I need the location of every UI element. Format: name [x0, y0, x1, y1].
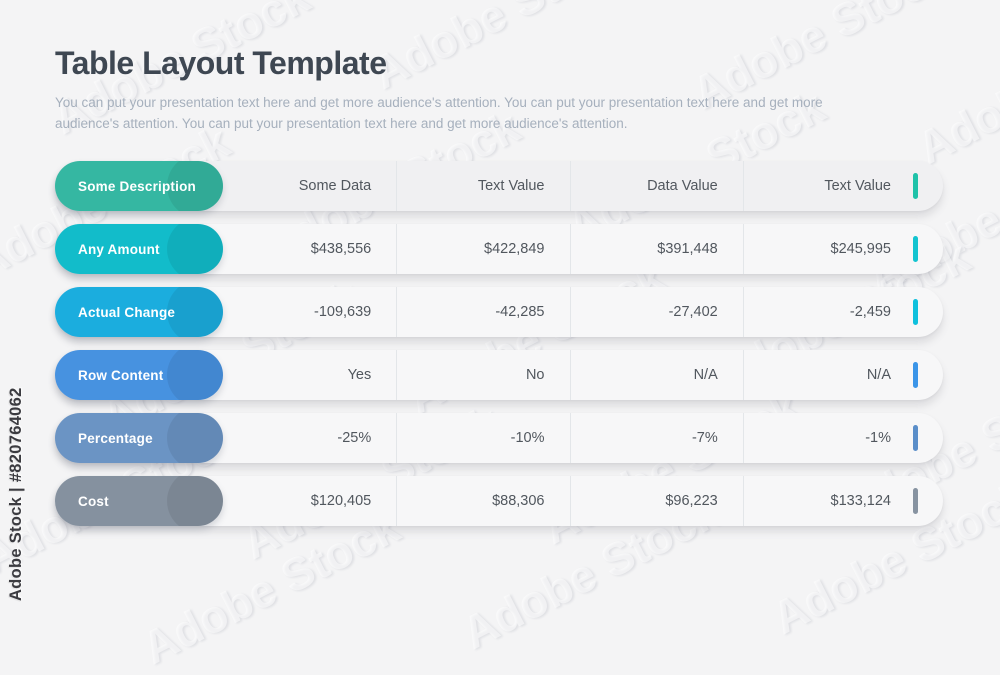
table-cell: -1%	[742, 413, 916, 463]
row-accent-bar	[913, 173, 918, 199]
table-cell: N/A	[742, 350, 916, 400]
table-cell: -27,402	[569, 287, 743, 337]
row-cells: -109,639 -42,285 -27,402 -2,459	[224, 287, 916, 337]
column-header: Text Value	[396, 161, 569, 211]
table-cell: -2,459	[742, 287, 916, 337]
table-cell: -109,639	[314, 304, 372, 320]
row-accent-bar	[913, 299, 918, 325]
row-label: Some Description	[78, 178, 196, 194]
row-accent-bar	[913, 236, 918, 262]
page-title: Table Layout Template	[55, 45, 387, 82]
table-cell: $438,556	[310, 241, 372, 257]
column-header: Text Value	[742, 161, 916, 211]
row-cells: Yes No N/A N/A	[224, 350, 916, 400]
row-label: Actual Change	[78, 304, 176, 320]
row-label-pill: Actual Change	[55, 287, 223, 337]
page-subtitle: You can put your presentation text here …	[55, 94, 823, 131]
row-label: Cost	[78, 493, 109, 509]
row-label: Any Amount	[78, 241, 160, 257]
row-label-pill: Any Amount	[55, 224, 223, 274]
row-label: Percentage	[78, 430, 153, 446]
table-cell: -7%	[569, 413, 743, 463]
table-row: Some Description Some Data Text Value Da…	[55, 161, 943, 211]
column-header: Data Value	[569, 161, 743, 211]
table-cell: N/A	[569, 350, 743, 400]
row-cells: -25% -10% -7% -1%	[224, 413, 916, 463]
row-cells: $438,556 $422,849 $391,448 $245,995	[224, 224, 916, 274]
watermark-tile: Adobe Stock	[363, 0, 638, 99]
table-cell: $391,448	[569, 224, 743, 274]
table-cell: $96,223	[569, 476, 743, 526]
table-cell: $245,995	[742, 224, 916, 274]
table-row: Cost $120,405 $88,306 $96,223 $133,124	[55, 476, 943, 526]
row-label: Row Content	[78, 367, 164, 383]
table-row: Actual Change -109,639 -42,285 -27,402 -…	[55, 287, 943, 337]
watermark-stock-id: Adobe Stock | #820764062	[7, 387, 25, 601]
table-cell: No	[396, 350, 569, 400]
table-cell: Yes	[347, 367, 372, 383]
table-cell: -25%	[337, 430, 372, 446]
table-cell: $88,306	[396, 476, 569, 526]
table-row: Percentage -25% -10% -7% -1%	[55, 413, 943, 463]
row-label-pill: Row Content	[55, 350, 223, 400]
table-cell: $422,849	[396, 224, 569, 274]
row-accent-bar	[913, 488, 918, 514]
table: Some Description Some Data Text Value Da…	[55, 161, 943, 526]
watermark-tile: Adobe Stock	[908, 0, 1000, 174]
row-label-pill: Some Description	[55, 161, 223, 211]
row-accent-bar	[913, 362, 918, 388]
table-cell: -42,285	[396, 287, 569, 337]
table-cell: $133,124	[742, 476, 916, 526]
row-cells: $120,405 $88,306 $96,223 $133,124	[224, 476, 916, 526]
table-row: Row Content Yes No N/A N/A	[55, 350, 943, 400]
column-header: Some Data	[298, 178, 372, 194]
table-cell: -10%	[396, 413, 569, 463]
row-label-pill: Cost	[55, 476, 223, 526]
row-accent-bar	[913, 425, 918, 451]
row-label-pill: Percentage	[55, 413, 223, 463]
table-cell: $120,405	[310, 493, 372, 509]
row-cells: Some Data Text Value Data Value Text Val…	[224, 161, 916, 211]
table-row: Any Amount $438,556 $422,849 $391,448 $2…	[55, 224, 943, 274]
